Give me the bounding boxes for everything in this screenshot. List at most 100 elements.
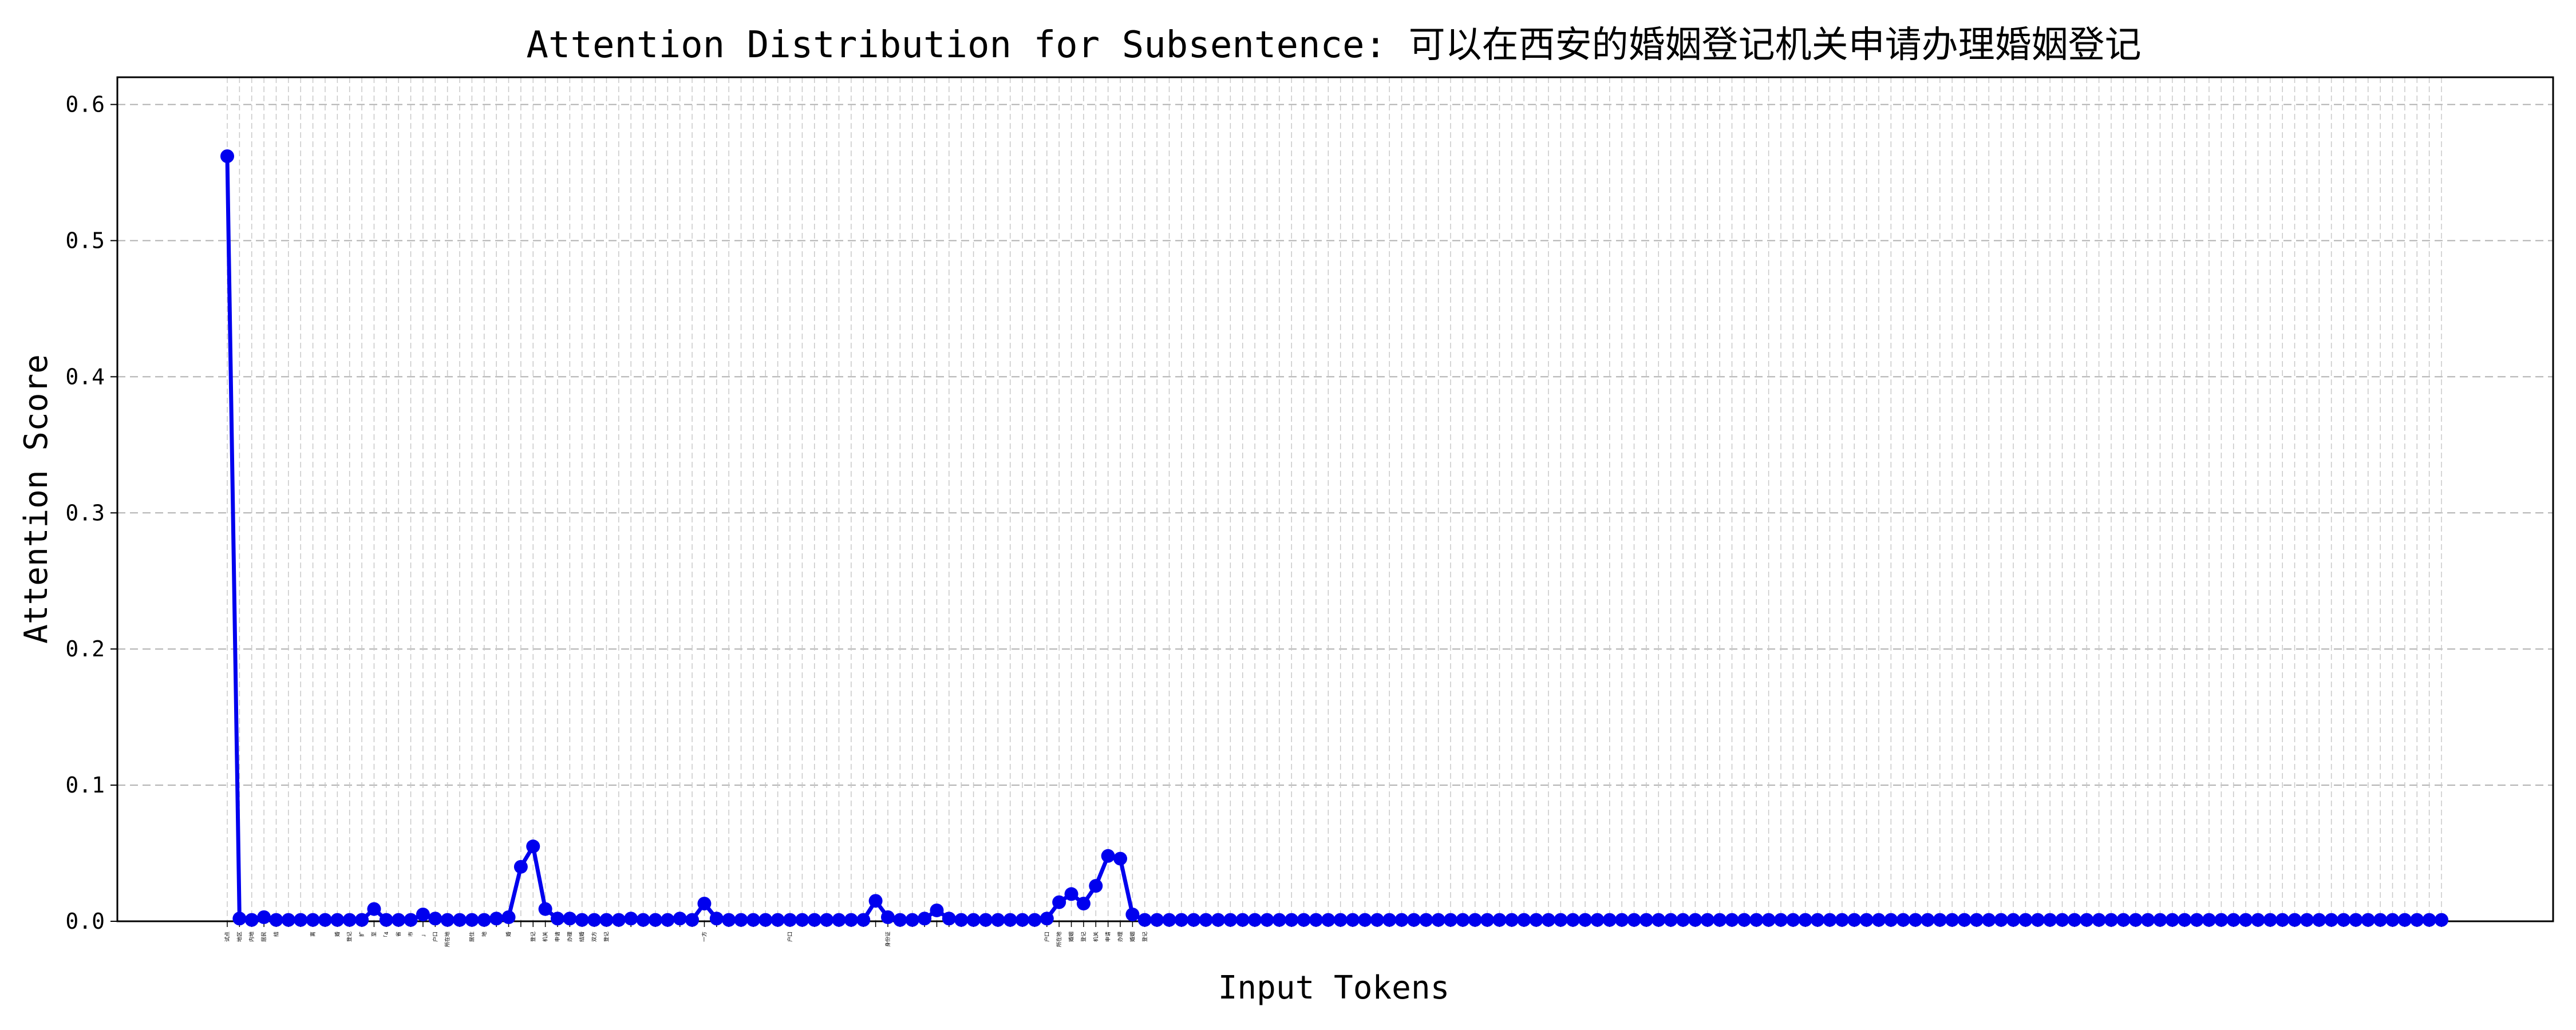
data-point — [930, 903, 944, 917]
data-point — [648, 913, 662, 927]
data-point — [709, 912, 724, 926]
data-point — [489, 912, 504, 926]
data-point — [2324, 913, 2338, 927]
data-point — [1835, 913, 1849, 927]
x-tick-label: 居住 — [468, 932, 475, 942]
data-point — [330, 913, 345, 927]
x-tick-label: 居民 — [261, 932, 267, 942]
x-tick-label: 地 — [481, 932, 488, 937]
data-point — [844, 913, 858, 927]
data-point — [1541, 913, 1555, 927]
data-point — [1431, 913, 1445, 927]
data-point — [2239, 913, 2253, 927]
data-point — [722, 913, 736, 927]
data-point — [893, 913, 907, 927]
x-tick-label: 户口 — [432, 932, 438, 942]
data-point — [1847, 913, 1862, 927]
data-point — [1933, 913, 1947, 927]
data-point — [1725, 913, 1739, 927]
data-point — [2422, 913, 2436, 927]
data-point — [1896, 913, 1910, 927]
data-point — [1957, 913, 1971, 927]
data-point — [1859, 913, 1874, 927]
data-point — [856, 913, 871, 927]
data-point — [2116, 913, 2131, 927]
data-point — [1578, 913, 1593, 927]
data-point — [1627, 913, 1641, 927]
data-point — [1101, 849, 1115, 863]
data-point — [1028, 913, 1042, 927]
data-point — [1406, 913, 1421, 927]
data-point — [306, 913, 320, 927]
data-point — [1040, 912, 1054, 926]
x-tick-label: 至 — [371, 932, 377, 937]
data-point — [1346, 913, 1360, 927]
data-point — [1456, 913, 1470, 927]
data-point — [2055, 913, 2069, 927]
y-axis-label: Attention Score — [18, 354, 55, 644]
data-point — [734, 913, 748, 927]
data-point — [820, 913, 834, 927]
x-tick-label: 内地 — [248, 932, 255, 942]
data-point — [1652, 913, 1666, 927]
data-point — [1761, 913, 1776, 927]
data-point — [599, 913, 614, 927]
data-point — [1370, 913, 1384, 927]
x-tick-label: 婚 — [334, 932, 341, 937]
data-point — [2092, 913, 2106, 927]
data-point — [2178, 913, 2192, 927]
data-point — [1272, 913, 1286, 927]
data-point — [611, 913, 626, 927]
data-point — [1064, 887, 1078, 901]
data-point — [1382, 913, 1397, 927]
data-point — [367, 902, 381, 916]
data-point — [624, 912, 638, 926]
data-point — [465, 913, 479, 927]
data-point — [342, 913, 357, 927]
data-point — [1468, 913, 1482, 927]
data-point — [795, 913, 809, 927]
x-tick-label: 登记 — [347, 932, 353, 942]
data-point — [563, 912, 577, 926]
data-point — [1504, 913, 1519, 927]
data-point — [2214, 913, 2229, 927]
data-point — [1590, 913, 1605, 927]
y-tick-label: 0.3 — [65, 500, 105, 525]
data-point — [1615, 913, 1629, 927]
data-point — [685, 913, 700, 927]
data-point — [575, 913, 589, 927]
data-point — [978, 913, 993, 927]
data-point — [1676, 913, 1690, 927]
x-tick-label: 登记 — [1142, 932, 1148, 942]
data-point — [1089, 879, 1103, 893]
data-point — [220, 149, 234, 163]
data-point — [1052, 895, 1066, 909]
data-point — [269, 913, 283, 927]
data-point — [1223, 913, 1238, 927]
x-tick-label: 市 — [408, 932, 414, 937]
y-axis-ticks: 0.0 0.1 0.2 0.3 0.4 0.5 0.6 — [65, 92, 117, 934]
data-point — [1285, 913, 1299, 927]
x-tick-label: 婚 — [505, 932, 512, 937]
data-point — [1811, 913, 1825, 927]
data-point — [2251, 913, 2265, 927]
data-point — [416, 908, 430, 922]
data-point — [2349, 913, 2363, 927]
data-point — [1492, 913, 1507, 927]
data-point — [2104, 913, 2119, 927]
data-point — [1321, 913, 1336, 927]
data-point — [440, 913, 455, 927]
data-point — [1871, 913, 1886, 927]
data-point — [1199, 913, 1213, 927]
data-point — [673, 912, 687, 926]
data-point — [318, 913, 332, 927]
data-point — [2141, 913, 2155, 927]
data-point — [1076, 897, 1091, 911]
x-tick-label: 机关 — [1092, 932, 1099, 942]
x-tick-label: 离 — [310, 932, 317, 937]
x-tick-label: 户口 — [1044, 932, 1050, 942]
y-tick-label: 0.4 — [65, 364, 105, 389]
data-point — [1700, 913, 1714, 927]
x-tick-label: 婚姻 — [1068, 932, 1075, 942]
data-point — [2018, 913, 2033, 927]
